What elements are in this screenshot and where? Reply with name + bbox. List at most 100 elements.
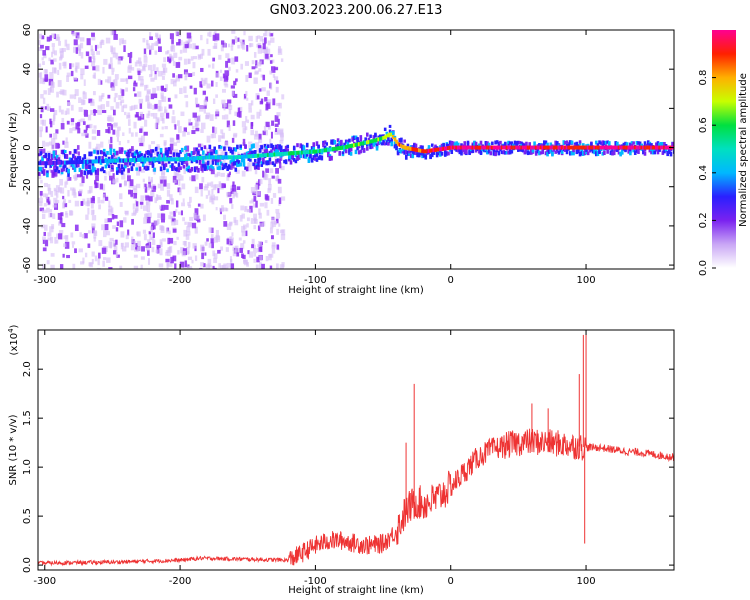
ridge-band-cell [643, 151, 647, 156]
noise-speckle [38, 175, 42, 180]
ridge-core-cell [75, 160, 78, 165]
noise-speckle [86, 197, 90, 204]
noise-speckle [202, 263, 206, 268]
ridge-core-cell [635, 145, 639, 150]
noise-speckle [41, 119, 47, 126]
noise-speckle [75, 62, 80, 69]
noise-speckle [78, 97, 82, 104]
noise-speckle [225, 247, 229, 252]
ridge-band-cell [91, 165, 95, 171]
noise-speckle [265, 103, 269, 111]
noise-speckle [188, 43, 193, 49]
ridge-band-cell [594, 151, 598, 157]
ridge-band-cell [375, 146, 379, 151]
ridge-core-cell [341, 145, 345, 150]
noise-speckle [194, 255, 198, 262]
noise-speckle [264, 37, 267, 44]
noise-speckle [169, 53, 172, 60]
noise-speckle [91, 251, 95, 257]
ridge-band-cell [629, 142, 632, 147]
ridge-band-cell [591, 148, 595, 153]
noise-speckle [50, 86, 54, 93]
noise-speckle [94, 255, 98, 262]
ridge-band-cell [340, 143, 343, 148]
ridge-core-cell [104, 159, 108, 164]
ridge-band-cell [456, 148, 460, 153]
noise-speckle [251, 122, 254, 127]
noise-speckle [244, 61, 250, 66]
ridge-band-cell [314, 156, 317, 161]
ridge-band-cell [257, 157, 260, 163]
ridge-band-cell [214, 161, 218, 166]
ridge-band-cell [111, 154, 114, 160]
noise-speckle [121, 174, 126, 180]
x-tick-label: -100 [304, 275, 327, 286]
ridge-band-cell [227, 146, 231, 152]
ridge-band-cell [617, 151, 621, 155]
ridge-core-cell [469, 145, 473, 150]
noise-speckle [218, 263, 221, 268]
ridge-band-cell [445, 151, 449, 156]
ridge-core-cell [150, 157, 153, 162]
noise-speckle [177, 187, 181, 193]
ridge-band-cell [409, 153, 413, 158]
ridge-band-cell [640, 143, 644, 147]
ridge-band-cell [62, 149, 65, 155]
ridge-core-cell [374, 138, 377, 143]
ridge-core-cell [229, 155, 233, 160]
noise-speckle [50, 264, 55, 269]
noise-speckle [205, 115, 210, 120]
noise-speckle [228, 66, 231, 71]
noise-speckle [111, 71, 114, 75]
ridge-band-cell [419, 150, 423, 156]
noise-speckle [224, 70, 229, 77]
ridge-band-cell [57, 157, 61, 161]
noise-speckle [159, 133, 164, 138]
ridge-core-cell [154, 157, 158, 162]
spectrogram-x-label: Height of straight line (km) [288, 285, 424, 296]
noise-speckle [159, 248, 163, 256]
noise-speckle [245, 116, 248, 122]
noise-speckle [173, 210, 176, 217]
noise-speckle [197, 203, 201, 207]
ridge-core-cell [491, 145, 494, 150]
ridge-band-cell [286, 148, 290, 154]
noise-speckle [140, 256, 145, 260]
ridge-band-cell [499, 140, 502, 145]
noise-speckle [107, 218, 112, 223]
ridge-core-cell [41, 161, 44, 166]
noise-speckle [96, 267, 101, 269]
noise-speckle [182, 217, 186, 222]
noise-speckle [82, 163, 87, 168]
noise-speckle [223, 103, 227, 108]
noise-speckle [78, 248, 83, 253]
ridge-band-cell [395, 147, 398, 151]
ridge-band-cell [331, 141, 335, 145]
ridge-band-cell [117, 156, 121, 160]
noise-speckle [119, 183, 122, 188]
noise-speckle [248, 72, 252, 79]
noise-speckle [52, 118, 55, 126]
ridge-band-cell [369, 134, 372, 138]
ridge-core-cell [400, 143, 403, 148]
ridge-band-cell [101, 166, 104, 172]
ridge-band-cell [651, 149, 655, 155]
noise-speckle [235, 169, 240, 174]
ridge-band-cell [544, 140, 548, 144]
noise-speckle [42, 77, 46, 85]
ridge-band-cell [549, 148, 553, 153]
noise-speckle [131, 148, 135, 156]
noise-speckle [116, 221, 119, 227]
noise-speckle [253, 51, 257, 58]
noise-speckle [53, 133, 58, 140]
ridge-band-cell [515, 141, 519, 145]
noise-speckle [119, 38, 122, 46]
ridge-band-cell [68, 151, 72, 155]
ridge-core-cell [655, 145, 658, 150]
noise-speckle [145, 84, 149, 89]
ridge-band-cell [239, 144, 242, 148]
noise-speckle [108, 139, 111, 144]
ridge-band-cell [336, 138, 340, 143]
noise-speckle [102, 257, 107, 261]
noise-speckle [109, 163, 113, 171]
